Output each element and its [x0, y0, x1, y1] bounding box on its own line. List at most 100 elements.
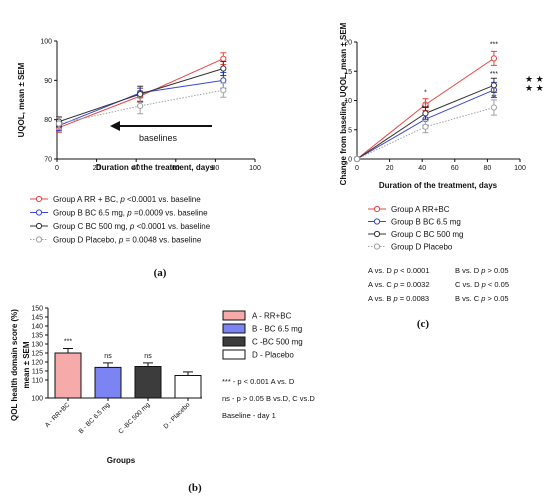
legend-text: Group B BC 6.5 mg,	[53, 209, 127, 218]
y-tick-label: 90	[44, 78, 52, 85]
panel-a-xlabel: Duration of the treatment, days	[96, 163, 215, 172]
y-tick-label: 100	[40, 39, 52, 46]
bar-sig-label: ***	[64, 339, 72, 346]
comparison-p-symbol: p	[393, 280, 398, 289]
bar-sig-label: ns	[104, 353, 112, 360]
legend-label-C: Group C BC 500 mg	[391, 230, 463, 239]
data-point-D	[137, 102, 144, 110]
panel-b-caption: (b)	[188, 482, 202, 494]
legend-label-D: Group D Placebo, p = 0.0048 vs. baseline	[53, 236, 202, 245]
legend-swatch-marker-B	[35, 209, 43, 216]
y-tick-label: 15	[344, 69, 352, 76]
comparison-text: C vs. D	[455, 280, 482, 289]
legend-label-barB: B - BC 6.5 mg	[252, 325, 302, 334]
legend-p-symbol: p	[118, 236, 124, 245]
legend-swatch-barB	[222, 323, 246, 334]
data-point-C	[220, 65, 227, 72]
data-point-A	[220, 55, 227, 62]
star-icon: ★ ★	[525, 83, 544, 93]
comparison-text: < 0.05	[486, 280, 509, 289]
significance-mark: ***	[490, 71, 498, 78]
y-tick-label: 135	[31, 333, 43, 340]
legend-p-symbol: p	[129, 222, 135, 231]
legend-label-A: Group A RR + BC, p <0.0001 vs. baseline	[53, 195, 201, 204]
comparison-text: = 0.0032	[398, 280, 430, 289]
legend-text: Group C BC 500 mg,	[53, 222, 130, 231]
panel-a-axes: 0 20 40 60 80 100 70 80 90 100	[40, 39, 261, 173]
y-tick-label: 100	[31, 396, 43, 403]
bar-3	[174, 375, 202, 399]
comparison-p-symbol: p	[481, 280, 486, 289]
y-tick-label: 110	[32, 378, 43, 385]
baselines-label: baselines	[139, 133, 178, 143]
legend-text: =0.0009 vs. baseline	[132, 209, 208, 218]
comparison-right: C vs. D p < 0.05	[455, 280, 509, 289]
y-tick-label: 10	[344, 98, 352, 105]
comparison-right: B vs. D p > 0.05	[455, 266, 509, 275]
comparison-right: B vs. C p > 0.05	[455, 294, 509, 303]
legend-label-barC: C -BC 500 mg	[252, 338, 303, 347]
legend-text: Group A RR + BC,	[53, 195, 120, 204]
y-tick-label: 115	[32, 369, 43, 376]
panel-a-legend: Group A RR + BC, p <0.0001 vs. baselineG…	[30, 195, 211, 245]
data-point-B	[220, 77, 227, 84]
data-point-A	[490, 55, 498, 62]
panel-c-xlabel: Duration of the treatment, days	[379, 181, 498, 190]
panel-a: 0 20 40 60 80 100 70 80 90 100 baselines Duration…	[17, 39, 261, 280]
data-point-D	[353, 155, 361, 163]
y-tick-label: 120	[31, 360, 43, 367]
y-tick-label: 125	[31, 351, 43, 358]
x-tick-label: 80	[484, 165, 492, 172]
panel-a-ylabel: UQOL, mean ± SEM	[17, 62, 26, 137]
legend-text: Group D Placebo,	[53, 236, 119, 245]
panel-c-caption: (c)	[417, 318, 430, 330]
y-tick-label: 20	[344, 40, 352, 47]
legend-swatch-barD	[222, 349, 246, 360]
y-tick-label: 130	[31, 342, 43, 349]
x-tick-label: D - Placebo	[162, 401, 191, 430]
legend-swatch-marker-A	[373, 205, 381, 213]
legend-swatch-barC	[222, 336, 246, 347]
legend-p-symbol: p	[126, 209, 132, 218]
legend-swatch-marker-B	[373, 218, 381, 225]
x-tick-label: 40	[418, 165, 426, 172]
legend-label-barD: D - Placebo	[252, 351, 294, 360]
panel-c-legend: Group A RR+BC Group B BC 6.5 mg Group C BC…	[368, 205, 463, 252]
comparison-text: < 0.0001	[398, 266, 430, 275]
data-point-D	[220, 87, 227, 94]
y-tick-label: 70	[44, 157, 52, 164]
comparison-left: A vs. C p = 0.0032	[368, 280, 430, 289]
x-tick-label: 20	[386, 165, 394, 172]
comparison-p-symbol: p	[480, 266, 485, 275]
x-tick-label: 60	[451, 165, 459, 172]
comparison-text: A vs. B	[368, 294, 393, 303]
legend-p-symbol: p	[119, 195, 125, 204]
legend-swatch-marker-D	[35, 236, 43, 243]
y-tick-label: 145	[31, 315, 43, 322]
significance-mark: **	[491, 94, 497, 101]
legend-label-A: Group A RR+BC	[391, 205, 450, 214]
x-tick-label: 0	[355, 165, 359, 172]
comparison-p-symbol: p	[392, 294, 397, 303]
x-tick-label: 60	[172, 165, 180, 172]
legend-swatch-marker-C	[373, 230, 381, 238]
data-point-C	[422, 110, 429, 117]
series-line-D	[58, 89, 224, 125]
y-tick-label: 80	[44, 117, 52, 124]
significance-mark: ***	[490, 42, 498, 49]
y-tick-label: 140	[31, 324, 43, 331]
panel-c-significance-marks: *************★ ★★ ★	[421, 42, 543, 112]
x-tick-label: C -BC 500 mg	[117, 401, 151, 435]
panel-b-xlabel: Groups	[107, 456, 136, 465]
legend-label-B: Group B BC 6.5 mg	[391, 218, 461, 227]
significance-mark: *	[424, 103, 427, 110]
x-tick-label: 100	[249, 165, 261, 172]
comparison-text: A vs. D	[368, 266, 394, 275]
x-tick-label: A - RR+BC	[44, 401, 72, 429]
data-point-C	[490, 82, 498, 89]
comparison-p-symbol: p	[480, 294, 485, 303]
x-tick-label: B - BC 6.5 mg	[78, 401, 112, 435]
